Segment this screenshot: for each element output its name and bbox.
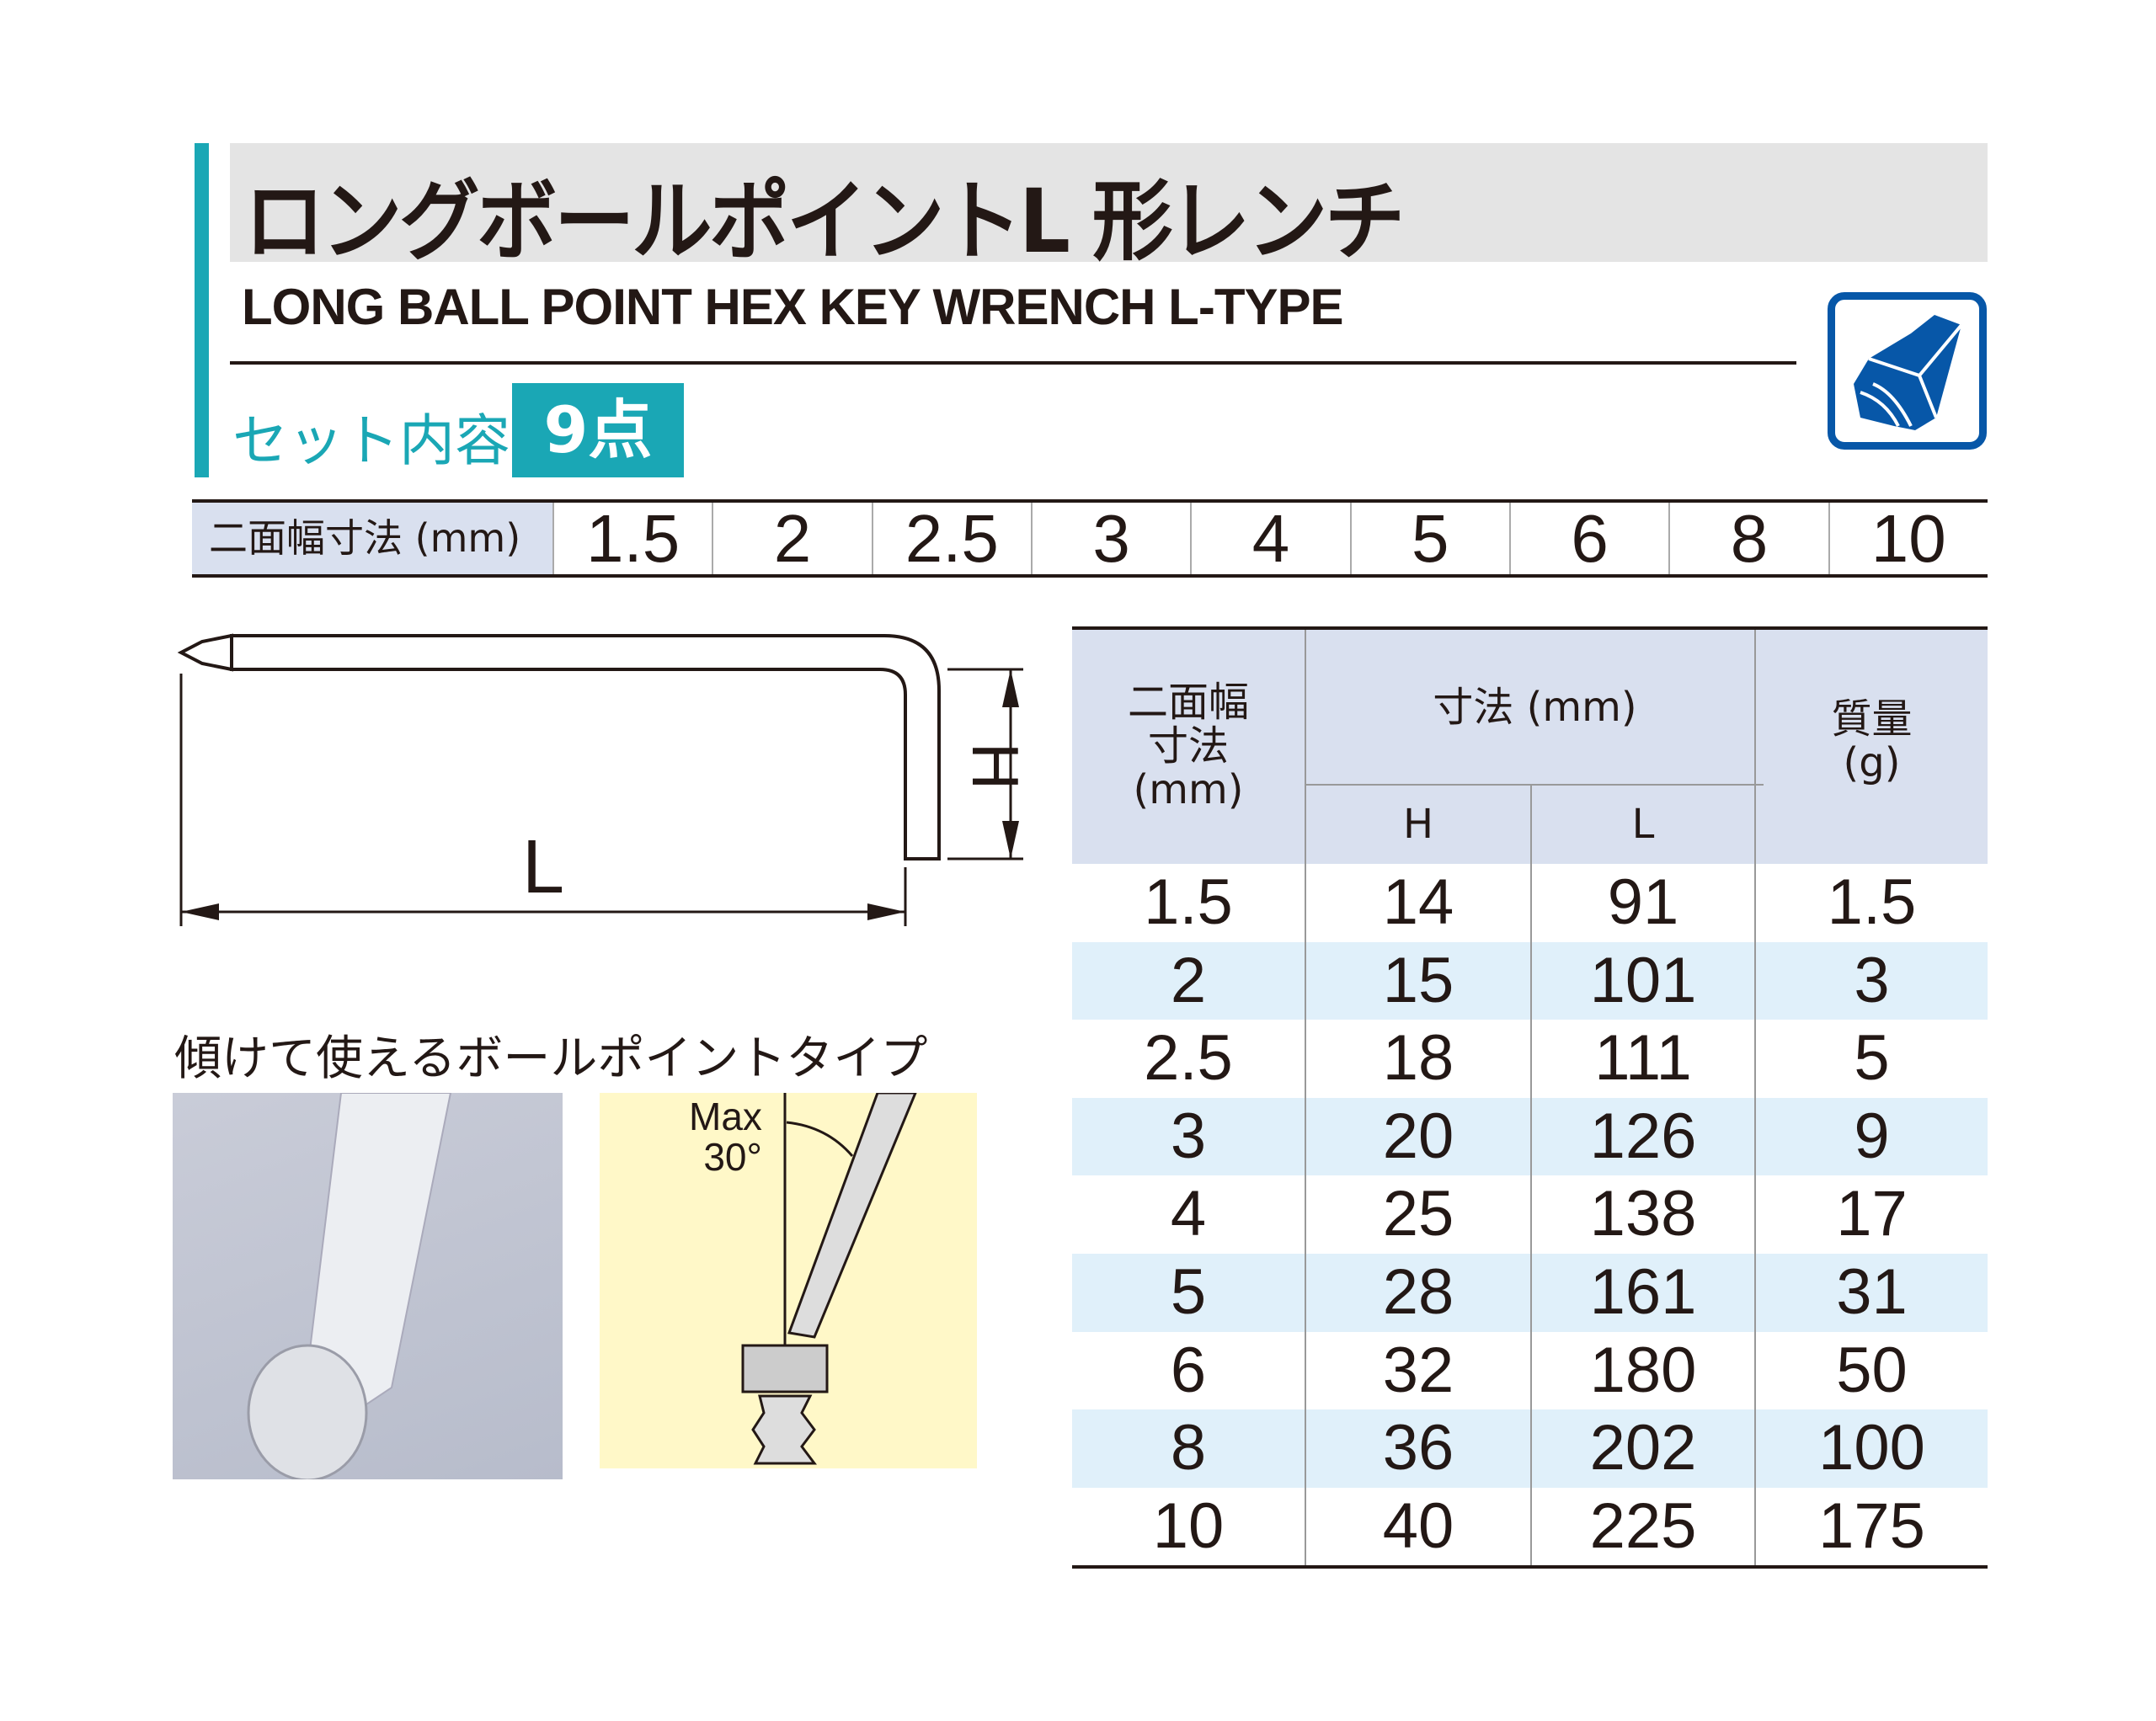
cell-h: 40	[1305, 1487, 1530, 1566]
cell-l: 138	[1530, 1175, 1754, 1254]
tilt-diagram	[600, 1091, 977, 1468]
angle-label-max: Max	[689, 1095, 762, 1138]
table-row: 3 20 126 9	[1072, 1097, 1988, 1176]
angle-label: Max 30°	[689, 1096, 762, 1177]
table-header: 二面幅 寸法 (mm) 寸法 (mm) H L 質量 (g)	[1072, 630, 1988, 864]
table-row: 8 36 202 100	[1072, 1409, 1988, 1488]
cell-h: 18	[1305, 1020, 1530, 1098]
cell-size: 1.5	[1144, 866, 1233, 938]
size-value: 4	[1190, 503, 1349, 574]
table-row: 6 32 180 50	[1072, 1331, 1988, 1410]
size-value: 1.5	[552, 503, 712, 574]
cell-h: 15	[1305, 941, 1530, 1020]
cell-size: 5	[1170, 1255, 1207, 1328]
cell-l: 126	[1530, 1097, 1754, 1176]
table-row: 5 28 161 31	[1072, 1253, 1988, 1332]
hex-key-icon	[1828, 292, 1987, 450]
cell-mass: 9	[1754, 1097, 1988, 1176]
cell-h: 14	[1305, 864, 1530, 942]
set-count-badge: 9点	[512, 383, 684, 477]
cell-mass: 1.5	[1754, 864, 1988, 942]
size-value: 5	[1349, 503, 1509, 574]
cell-h: 28	[1305, 1253, 1530, 1332]
cell-size: 2.5	[1144, 1022, 1233, 1095]
cell-h: 36	[1305, 1409, 1530, 1488]
size-row: 二面幅寸法 (mm) 1.5 2 2.5 3 4 5 6 8 10	[192, 499, 1988, 578]
cell-size: 10	[1152, 1489, 1225, 1562]
l-label: L	[522, 825, 564, 909]
col-mass-header: 質量 (g)	[1754, 630, 1988, 864]
cell-l: 91	[1530, 864, 1754, 942]
wrench-dimension-diagram: H L	[177, 633, 1033, 926]
table-row: 2 15 101 3	[1072, 941, 1988, 1020]
cell-h: 32	[1305, 1331, 1530, 1410]
table-row: 2.5 18 111 5	[1072, 1020, 1988, 1098]
cell-mass: 5	[1754, 1020, 1988, 1098]
cell-l: 111	[1530, 1020, 1754, 1098]
table-row: 10 40 225 175	[1072, 1487, 1988, 1566]
cell-size: 4	[1170, 1178, 1207, 1250]
accent-bar	[195, 143, 209, 477]
col-dims-header: 寸法 (mm)	[1305, 630, 1764, 786]
cell-h: 25	[1305, 1175, 1530, 1254]
cell-mass: 50	[1754, 1331, 1988, 1410]
h-label: H	[958, 743, 1033, 790]
feature-caption: 傾けて使えるボールポイントタイプ	[174, 1031, 928, 1086]
size-value: 2.5	[871, 503, 1031, 574]
cell-mass: 175	[1754, 1487, 1988, 1566]
divider	[230, 361, 1796, 365]
cell-h: 20	[1305, 1097, 1530, 1176]
table-row: 1.5 14 91 1.5	[1072, 864, 1988, 942]
page-title: ロングボールポイントL 形レンチ	[244, 170, 1406, 273]
size-value: 10	[1828, 503, 1988, 574]
cell-size: 2	[1170, 944, 1207, 1016]
col-l-header: L	[1530, 786, 1754, 864]
cell-mass: 3	[1754, 941, 1988, 1020]
title-background	[230, 143, 1988, 262]
size-value: 8	[1668, 503, 1828, 574]
table-row: 4 25 138 17	[1072, 1175, 1988, 1254]
size-value: 6	[1508, 503, 1668, 574]
cell-mass: 17	[1754, 1175, 1988, 1254]
set-contents-label: セット内容	[232, 408, 510, 473]
size-row-label: 二面幅寸法 (mm)	[192, 503, 552, 574]
cell-l: 225	[1530, 1487, 1754, 1566]
cell-l: 180	[1530, 1331, 1754, 1410]
cell-mass: 100	[1754, 1409, 1988, 1488]
size-value: 3	[1030, 503, 1190, 574]
angle-label-degrees: 30°	[703, 1135, 762, 1179]
page-subtitle: LONG BALL POINT HEX KEY WRENCH L-TYPE	[242, 279, 1344, 335]
size-value: 2	[712, 503, 871, 574]
cell-size: 3	[1170, 1100, 1207, 1172]
spec-table: 二面幅 寸法 (mm) 寸法 (mm) H L 質量 (g) 1.5 14 91 1.…	[1072, 626, 1988, 1569]
cell-l: 101	[1530, 941, 1754, 1020]
cell-l: 161	[1530, 1253, 1754, 1332]
cell-size: 6	[1170, 1334, 1207, 1406]
cell-l: 202	[1530, 1409, 1754, 1488]
ball-point-photo	[173, 1092, 563, 1482]
col-h-header: H	[1305, 786, 1530, 864]
cell-size: 8	[1170, 1412, 1207, 1484]
col-size-header: 二面幅 寸法 (mm)	[1127, 679, 1249, 813]
cell-mass: 31	[1754, 1253, 1988, 1332]
